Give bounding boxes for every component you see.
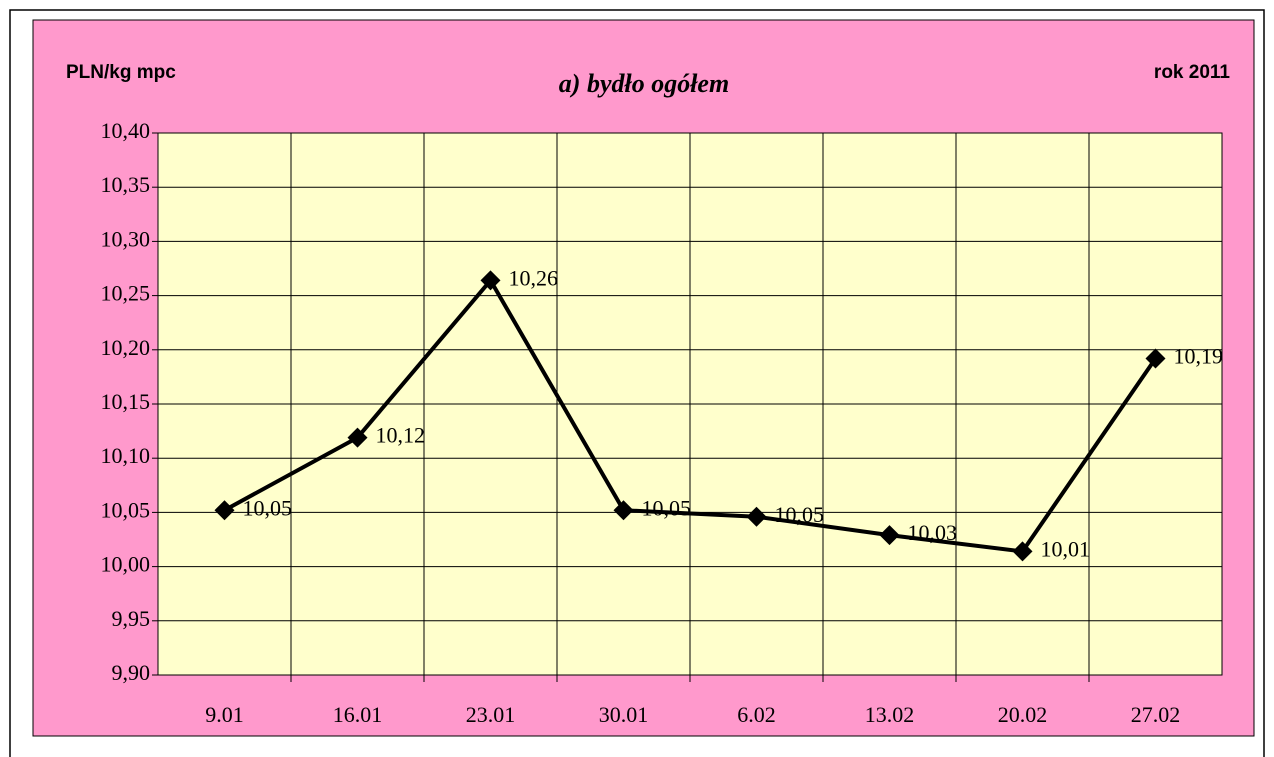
- x-tick-label: 23.01: [466, 702, 516, 727]
- marker: [214, 500, 235, 521]
- marker: [1012, 541, 1033, 562]
- y-tick-label: 10,40: [101, 118, 151, 143]
- chart-title: a) bydło ogółem: [559, 69, 729, 98]
- y-tick-label: 10,30: [101, 226, 151, 251]
- marker: [347, 427, 368, 448]
- marker: [613, 500, 634, 521]
- x-tick-label: 20.02: [998, 702, 1048, 727]
- y-tick-label: 10,35: [101, 172, 151, 197]
- x-tick-label: 16.01: [333, 702, 383, 727]
- data-label: 10,19: [1174, 344, 1224, 369]
- x-tick-label: 6.02: [737, 702, 776, 727]
- x-tick-label: 30.01: [599, 702, 649, 727]
- x-tick-label: 13.02: [865, 702, 915, 727]
- plot-border: [157, 132, 1223, 676]
- y-tick-label: 10,15: [101, 389, 151, 414]
- marker: [480, 270, 501, 291]
- data-label: 10,05: [243, 495, 293, 520]
- y-tick-label: 10,10: [101, 443, 151, 468]
- data-label: 10,05: [775, 502, 825, 527]
- y-tick-label: 9,90: [112, 660, 151, 685]
- marker: [746, 506, 767, 527]
- data-label: 10,01: [1041, 536, 1091, 561]
- annotation: rok 2011: [1154, 62, 1230, 83]
- y-tick-label: 10,05: [101, 497, 151, 522]
- outer-frame: [9, 9, 1265, 757]
- data-label: 10,05: [642, 495, 692, 520]
- y-tick-label: 9,95: [112, 606, 151, 631]
- data-label: 10,26: [509, 265, 559, 290]
- marker: [1145, 348, 1166, 369]
- y-tick-label: 10,25: [101, 281, 151, 306]
- y-tick-label: 10,20: [101, 335, 151, 360]
- data-label: 10,03: [908, 520, 958, 545]
- marker: [879, 525, 900, 546]
- data-label: 10,12: [376, 423, 426, 448]
- line: [223, 278, 1158, 554]
- x-tick-label: 9.01: [205, 702, 244, 727]
- y-axis-label: PLN/kg mpc: [66, 62, 176, 83]
- x-tick-label: 27.02: [1131, 702, 1181, 727]
- y-tick-label: 10,00: [101, 552, 151, 577]
